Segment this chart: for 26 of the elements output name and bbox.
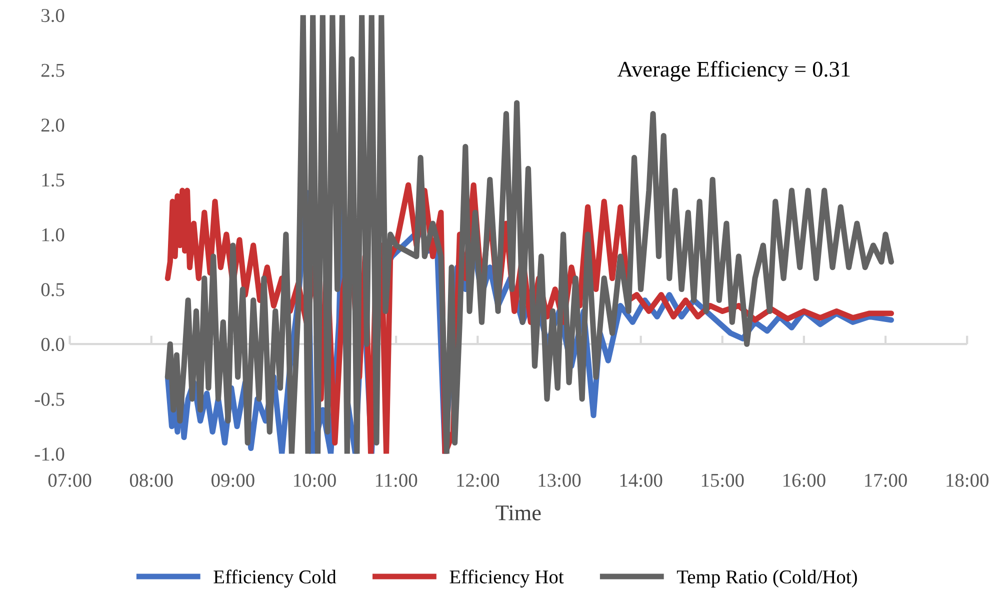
x-tick-label: 07:00 xyxy=(48,474,92,487)
legend-label: Efficiency Cold xyxy=(214,570,336,588)
y-tick-label: 1.0 xyxy=(42,228,64,242)
x-tick-label: 18:00 xyxy=(946,474,988,487)
y-tick-label: 0.5 xyxy=(41,283,64,296)
x-axis-title: Time xyxy=(496,505,541,520)
x-tick-label: 08:00 xyxy=(130,474,173,487)
y-tick-label: -0.5 xyxy=(34,392,64,406)
x-tick-label: 17:00 xyxy=(865,474,907,487)
legend-label: Temp Ratio (Cold/Hot) xyxy=(676,570,857,588)
x-tick-label: 14:00 xyxy=(620,474,662,487)
y-tick-label: 2.0 xyxy=(41,118,64,132)
y-tick-label: 3.0 xyxy=(42,8,64,22)
y-tick-label: 1.5 xyxy=(42,174,64,187)
x-tick-label: 12:00 xyxy=(457,474,500,487)
y-tick-label: 2.5 xyxy=(41,64,64,77)
x-tick-label: 15:00 xyxy=(702,474,744,487)
legend-label: Efficiency Hot xyxy=(450,570,564,588)
x-tick-label: 13:00 xyxy=(538,474,581,487)
x-tick-label: 11:00 xyxy=(376,474,418,487)
y-tick-label: -1.0 xyxy=(34,448,64,461)
x-tick-label: 09:00 xyxy=(212,474,254,487)
y-tick-label: 0.0 xyxy=(41,338,64,352)
x-tick-label: 10:00 xyxy=(294,474,336,487)
annotation: Average Efficiency = 0.31 xyxy=(617,60,850,82)
x-tick-label: 16:00 xyxy=(784,474,826,487)
